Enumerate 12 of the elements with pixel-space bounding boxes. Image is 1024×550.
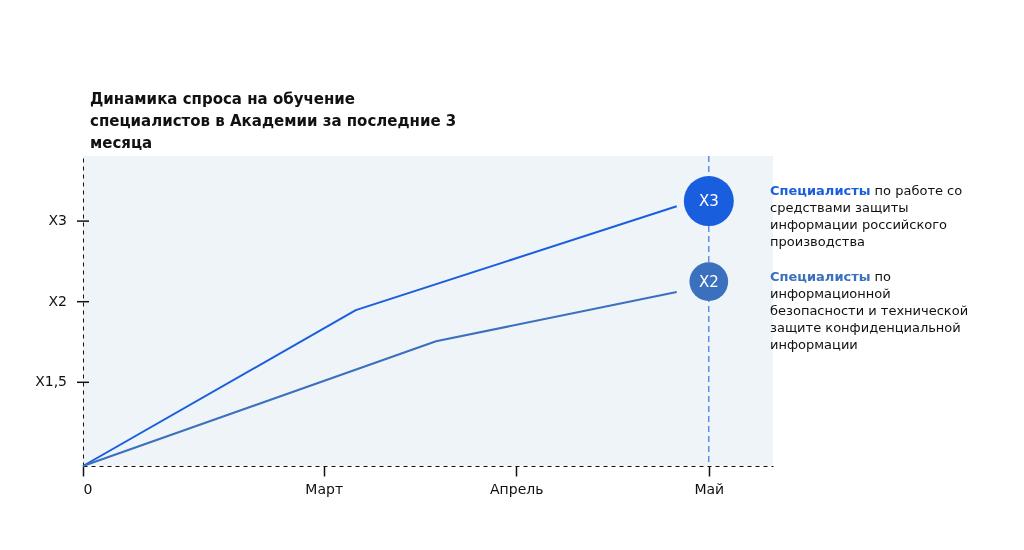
annotation: X2 [698,272,719,291]
x-tick-label: Май [694,480,725,497]
text: X2 [48,292,67,309]
x-tick-label: Апрель [490,480,544,497]
chart-title: Динамика спроса на обучение специалистов в Академии за последние 3 месяца [90,89,458,154]
annotation: X3 [698,192,719,211]
x-tick-label: Март [305,480,344,497]
text: X3 [48,212,67,229]
x-tick-label: 0 [83,480,93,497]
text: X1,5 [35,373,67,390]
text: Специалисты по информационной безопасности и технической защите конфиденциальной информации [770,268,970,353]
text: Специалисты по работе со средствами защиты информации российского производства [770,182,964,250]
